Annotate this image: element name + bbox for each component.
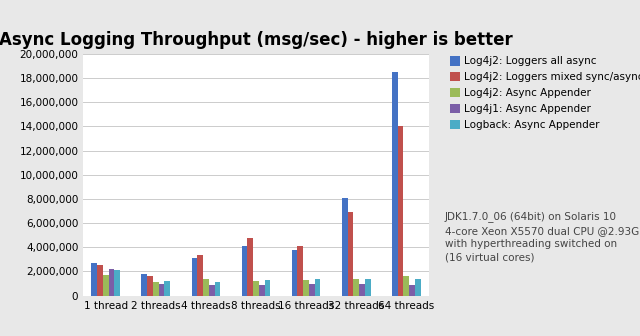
Bar bbox=[141, 274, 147, 296]
Bar bbox=[359, 284, 365, 296]
Bar bbox=[103, 275, 109, 296]
Bar bbox=[259, 285, 265, 296]
Bar bbox=[248, 238, 253, 296]
Bar bbox=[159, 284, 164, 296]
Bar bbox=[409, 285, 415, 296]
Bar bbox=[92, 263, 97, 296]
Bar bbox=[397, 126, 403, 296]
Bar bbox=[392, 72, 397, 296]
Bar bbox=[242, 246, 248, 296]
Bar bbox=[203, 279, 209, 296]
Bar bbox=[353, 279, 359, 296]
Bar bbox=[403, 276, 409, 296]
Bar bbox=[415, 279, 420, 296]
Bar bbox=[214, 282, 220, 296]
Bar bbox=[153, 282, 159, 296]
Bar bbox=[253, 281, 259, 296]
Bar bbox=[292, 250, 298, 296]
Bar bbox=[303, 280, 309, 296]
Bar bbox=[115, 270, 120, 296]
Bar bbox=[209, 285, 214, 296]
Bar bbox=[348, 212, 353, 296]
Bar bbox=[265, 280, 270, 296]
Legend: Log4j2: Loggers all async, Log4j2: Loggers mixed sync/async, Log4j2: Async Appen: Log4j2: Loggers all async, Log4j2: Logge… bbox=[448, 54, 640, 132]
Bar bbox=[164, 281, 170, 296]
Bar bbox=[197, 255, 203, 296]
Bar bbox=[315, 279, 321, 296]
Text: JDK1.7.0_06 (64bit) on Solaris 10
4-core Xeon X5570 dual CPU @2.93GHz
with hyper: JDK1.7.0_06 (64bit) on Solaris 10 4-core… bbox=[445, 212, 640, 262]
Title: Async Logging Throughput (msg/sec) - higher is better: Async Logging Throughput (msg/sec) - hig… bbox=[0, 32, 513, 49]
Bar bbox=[147, 276, 153, 296]
Bar bbox=[365, 279, 371, 296]
Bar bbox=[191, 258, 197, 296]
Bar bbox=[109, 269, 115, 296]
Bar bbox=[97, 265, 103, 296]
Bar bbox=[342, 198, 348, 296]
Bar bbox=[309, 284, 315, 296]
Bar bbox=[298, 246, 303, 296]
